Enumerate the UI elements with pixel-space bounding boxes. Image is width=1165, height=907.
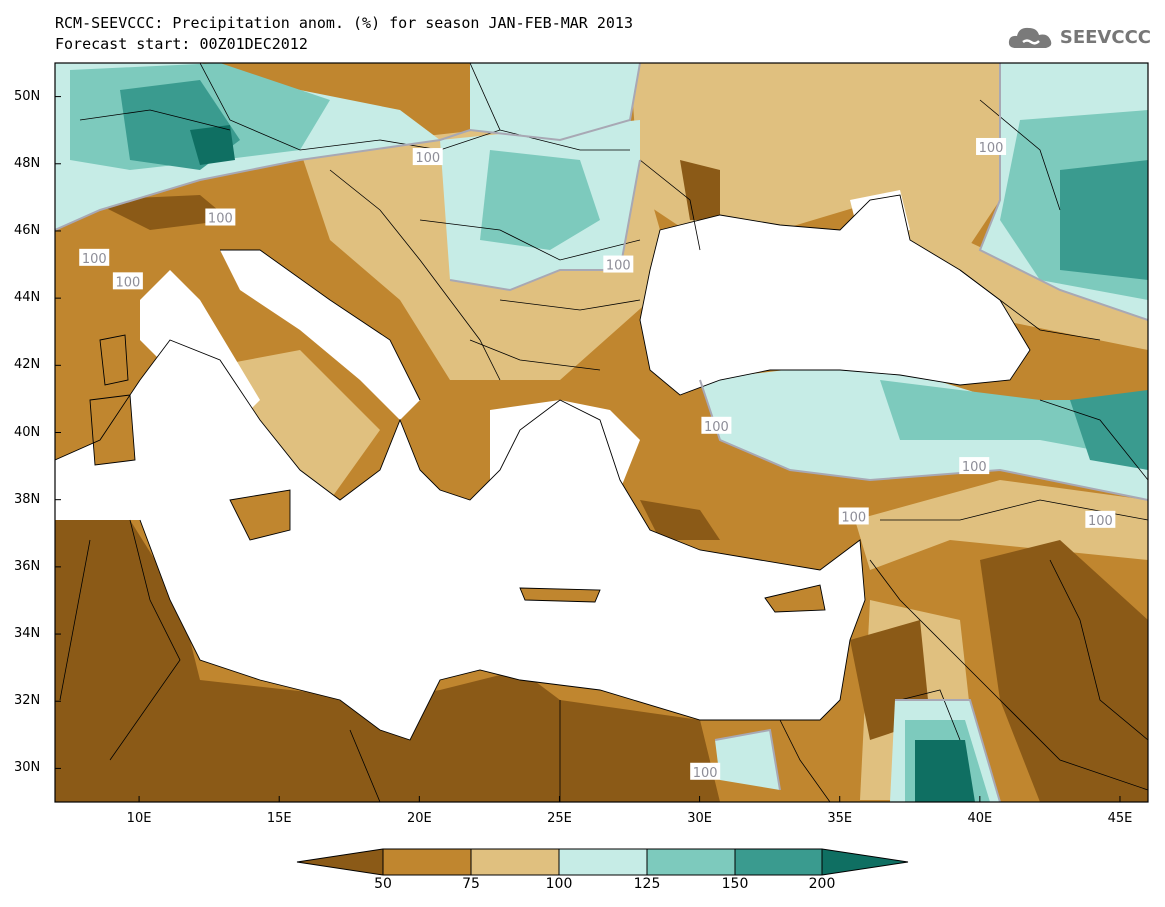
field-darkbrown-alps [90,195,230,230]
contour-label: 100 [112,272,143,290]
field-veryteal-arabia [915,740,975,802]
y-tick-label: 46N [14,222,41,238]
field-tan-caucasus [880,200,1148,350]
contour-label: 100 [959,457,990,475]
colorbar-segment-50-75 [383,849,471,875]
cloud-logo-icon [1008,27,1052,48]
svg-text:100: 100 [1088,514,1113,529]
sea-mediterranean [55,340,865,740]
field-darkteal-georgia [1070,390,1148,470]
sea-azov [850,190,910,240]
x-tick-label: 40E [967,811,993,826]
svg-text:100: 100 [115,275,140,290]
map-field [55,63,1148,802]
logo-text: SEEVCCC [1059,26,1151,48]
y-tick-label: 32N [14,693,41,709]
svg-text:100: 100 [82,252,107,267]
island-sardinia [90,395,135,465]
sea-black [640,195,1030,395]
contour-label: 100 [976,137,1007,156]
island-corsica [100,335,128,385]
y-tick-label: 48N [14,155,41,171]
island-cyprus [765,585,825,612]
colorbar-label: 50 [374,876,392,892]
colorbar-label: 200 [808,876,836,892]
field-darkbrown-turkey-south [640,500,720,540]
x-tick-label: 20E [406,811,432,826]
colorbar-label: 125 [633,876,661,892]
colorbar-segment-150-200 [735,849,822,875]
y-tick-label: 30N [14,760,41,776]
contour-label: 100 [838,507,869,525]
colorbar-segment-100-125 [559,849,647,875]
axis-ticks [55,96,1121,802]
field-tan-syria-north [855,480,1148,570]
y-tick-label: 36N [14,558,41,574]
y-tick-label: 34N [14,626,41,642]
sea-adriatic [220,250,420,420]
map-title: RCM-SEEVCCC: Precipitation anom. (%) for… [55,14,633,32]
field-darkbrown-libya [55,520,720,802]
coastlines [55,194,1031,741]
svg-text:100: 100 [693,766,718,781]
sea-tyrrhenian [140,270,260,420]
svg-text:100: 100 [606,259,631,274]
seevccc-logo: SEEVCCC [1006,22,1151,52]
field-darkbrown-syria [980,540,1148,802]
svg-text:100: 100 [979,141,1004,156]
island-sicily [230,490,290,540]
x-tick-label: 30E [687,811,712,826]
field-lightteal-sinai [715,730,780,790]
svg-text:100: 100 [841,510,866,525]
contour-label: 100 [701,416,732,435]
contour-label: 100 [412,148,443,166]
contour-label: 100 [690,762,721,781]
island-crete [520,588,600,602]
colorbar-label: 75 [462,876,480,892]
contour-label: 100 [79,248,110,267]
field-darkteal-east [1060,160,1148,280]
field-veryteal-bohemia [190,125,235,165]
y-tick-label: 44N [14,290,41,306]
x-tick-label: 10E [126,811,152,826]
x-tick-label: 45E [1107,811,1133,826]
field-lightteal-poland [470,63,640,140]
contour-label: 100 [603,255,634,274]
contour-label: 100 [205,208,236,227]
y-tick-label: 40N [14,424,41,440]
svg-text:100: 100 [415,151,440,166]
forecast-start-label: Forecast start: 00Z01DEC2012 [55,35,308,53]
contour-label: 100 [1085,510,1116,529]
svg-text:100: 100 [704,420,729,435]
colorbar-segment-75-100 [471,849,559,875]
colorbar [296,848,909,876]
colorbar-segment-lt50 [297,849,383,875]
y-tick-label: 38N [14,491,41,507]
contour-labels: 100 100 100 100 100 100 100 100 100 100 100 [79,137,1116,781]
colorbar-segment-gt200 [822,849,908,875]
field-tan-ukraine [630,63,1000,260]
colorbar-label: 150 [721,876,749,892]
x-tick-label: 25E [547,811,572,826]
y-tick-label: 42N [14,357,41,373]
sea-aegean [490,400,640,540]
colorbar-label: 100 [545,876,573,892]
svg-text:100: 100 [962,460,987,475]
field-darkbrown-moldova [680,160,720,220]
svg-text:100: 100 [208,212,233,227]
x-tick-label: 15E [266,811,292,826]
colorbar-segment-125-150 [647,849,735,875]
x-tick-label: 35E [827,811,853,826]
field-midteal-hungary [480,150,600,250]
y-tick-label: 50N [14,88,41,104]
